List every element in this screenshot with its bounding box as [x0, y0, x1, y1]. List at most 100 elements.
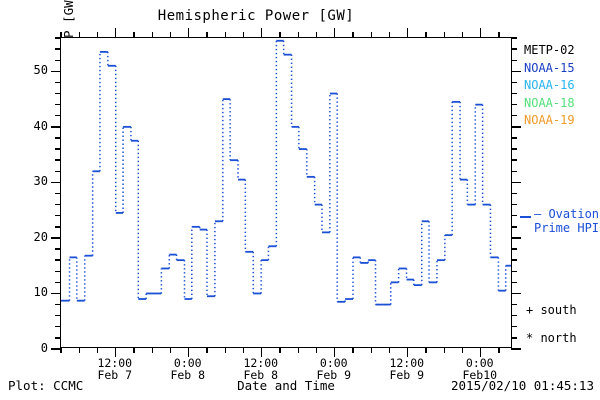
y-tick — [55, 159, 61, 161]
y-tick-right — [511, 59, 517, 61]
legend-ovation-label: — Ovation Prime HPI — [534, 207, 600, 235]
x-tick-label: 0:00 Feb 8 — [170, 356, 206, 382]
y-tick-label: 30 — [33, 174, 48, 189]
x-tick — [115, 347, 117, 357]
y-tick-right — [511, 337, 517, 339]
x-tick-top — [370, 32, 372, 38]
y-tick-right — [511, 226, 517, 228]
y-tick-right — [511, 237, 521, 239]
legend-ovation-prime: — Ovation Prime HPI — [520, 207, 600, 235]
y-tick-label: 10 — [33, 285, 48, 300]
y-tick-right — [511, 170, 517, 172]
x-tick-top — [334, 28, 336, 38]
plot-credit: Plot: CCMC — [8, 378, 84, 393]
y-tick-right — [511, 281, 517, 284]
y-tick — [55, 115, 61, 117]
y-tick — [55, 192, 61, 195]
x-tick-top — [279, 32, 281, 38]
y-tick-right — [511, 81, 517, 84]
x-tick-top — [315, 32, 318, 38]
x-tick-label: 0:00 Feb10 — [462, 356, 498, 382]
x-tick — [480, 347, 482, 357]
y-tick — [55, 81, 61, 84]
x-tick-top — [443, 32, 445, 38]
y-tick-label: 40 — [33, 118, 48, 133]
y-tick — [55, 48, 61, 50]
x-tick-label: 0:00 Feb 9 — [316, 356, 352, 382]
x-tick — [388, 347, 391, 353]
plot-timestamp: 2015/02/10 01:45:13 — [451, 378, 594, 393]
y-tick — [55, 215, 61, 217]
x-tick-top — [425, 32, 427, 38]
y-tick — [55, 103, 61, 106]
y-tick-right — [511, 181, 521, 184]
x-tick-top — [188, 28, 190, 38]
y-tick-right — [511, 70, 521, 72]
x-tick-top — [242, 32, 245, 38]
x-tick-top — [388, 32, 391, 38]
x-tick — [297, 347, 299, 353]
x-tick — [133, 347, 135, 353]
x-tick-top — [461, 32, 464, 38]
x-tick — [224, 347, 226, 353]
y-tick — [55, 259, 61, 261]
x-tick — [443, 347, 445, 353]
chart-title: Hemispheric Power [GW] — [157, 8, 355, 24]
y-tick-label: 50 — [33, 63, 48, 78]
y-tick — [55, 226, 61, 228]
x-tick — [461, 347, 464, 353]
y-tick — [55, 148, 61, 150]
legend-item-noaa-19: NOAA-19 — [524, 113, 575, 127]
legend-satellites: METP-02 NOAA-15 NOAA-16 NOAA-18 NOAA-19 — [524, 42, 575, 130]
y-tick — [55, 303, 61, 306]
y-tick-right — [511, 203, 517, 206]
y-tick — [51, 126, 61, 128]
x-tick — [60, 347, 62, 353]
x-tick-top — [407, 28, 409, 38]
x-tick-label: 12:00 Feb 8 — [243, 356, 279, 382]
x-tick — [334, 347, 336, 357]
y-tick — [55, 92, 61, 95]
y-tick-right — [511, 48, 517, 50]
x-tick-top — [169, 32, 172, 38]
x-tick — [169, 347, 172, 353]
x-tick — [151, 347, 153, 353]
x-tick-top — [151, 32, 153, 38]
y-tick-right — [511, 248, 517, 250]
x-axis-title: Date and Time — [237, 378, 335, 393]
y-tick-right — [511, 326, 517, 328]
y-tick — [55, 281, 61, 284]
y-tick — [51, 70, 61, 72]
legend-hemispheres: + south * north — [526, 296, 577, 352]
y-tick-right — [511, 115, 517, 117]
y-tick-right — [511, 259, 517, 261]
y-tick — [51, 181, 61, 184]
x-tick — [261, 347, 263, 357]
x-tick — [96, 347, 99, 353]
x-tick-top — [60, 32, 62, 38]
y-tick-right — [511, 148, 517, 150]
y-tick — [55, 59, 61, 61]
y-tick-right — [511, 92, 517, 95]
x-tick-top — [498, 32, 500, 38]
y-tick — [55, 203, 61, 206]
x-tick — [315, 347, 318, 353]
y-tick — [55, 170, 61, 172]
legend-item-south: + south — [526, 303, 577, 317]
y-tick-right — [511, 159, 517, 161]
y-tick — [51, 292, 61, 295]
y-tick — [55, 248, 61, 250]
y-tick-right — [511, 137, 517, 139]
x-tick-top — [78, 32, 80, 38]
plot-area — [61, 38, 511, 347]
x-tick-top — [297, 32, 299, 38]
y-tick-right — [511, 270, 517, 272]
x-tick — [352, 347, 354, 353]
y-tick — [55, 270, 61, 272]
y-axis-title: P [GW] — [61, 0, 76, 38]
y-tick-right — [511, 215, 517, 217]
y-tick — [51, 237, 61, 239]
legend-item-metp-02: METP-02 — [524, 43, 575, 57]
y-tick-label: 20 — [33, 229, 48, 244]
